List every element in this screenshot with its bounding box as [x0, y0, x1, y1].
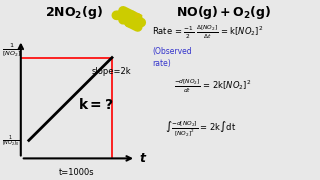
Text: t=1000s: t=1000s [59, 168, 95, 177]
Text: $\frac{-d[NO_2]}{dt}$ = 2k$[NO_2]^2$: $\frac{-d[NO_2]}{dt}$ = 2k$[NO_2]^2$ [174, 78, 252, 95]
Text: $\frac{1}{[NO_2]_0}$: $\frac{1}{[NO_2]_0}$ [2, 133, 20, 148]
Text: slope=2k: slope=2k [91, 68, 131, 76]
Text: (Observed
rate): (Observed rate) [152, 47, 192, 68]
Text: t: t [139, 152, 145, 165]
Text: $\int\frac{-d[NO_2]}{[NO_2]^2}$ = 2k$\int$dt: $\int\frac{-d[NO_2]}{[NO_2]^2}$ = 2k$\in… [165, 120, 236, 139]
Text: $\mathbf{NO(g) + O_2(g)}$: $\mathbf{NO(g) + O_2(g)}$ [176, 4, 272, 21]
Text: $\mathbf{k = }$$\mathbf{?}$: $\mathbf{k = }$$\mathbf{?}$ [78, 97, 114, 112]
Text: $\frac{1}{[NO_2]}$: $\frac{1}{[NO_2]}$ [2, 42, 21, 59]
Text: Rate = $\frac{-1}{2}$ $\frac{\Delta[NO_2]}{\Delta t}$ = k$[NO_2]^2$: Rate = $\frac{-1}{2}$ $\frac{\Delta[NO_2… [152, 24, 263, 41]
Text: $\mathbf{2NO_2(g)}$: $\mathbf{2NO_2(g)}$ [45, 4, 102, 21]
FancyArrowPatch shape [116, 11, 143, 19]
